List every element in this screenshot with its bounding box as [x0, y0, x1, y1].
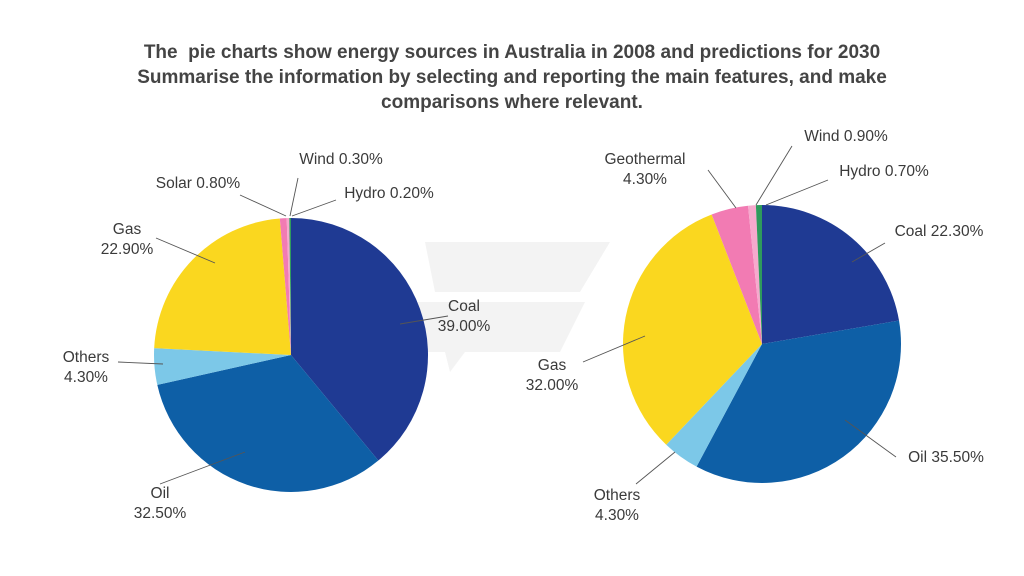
title-line-3: comparisons where relevant.: [381, 92, 643, 113]
pie-slice-others: [153, 348, 291, 385]
leader-line-hydro: [291, 199, 337, 217]
leader-line-others: [117, 361, 164, 365]
data-label-coal: Coal 22.30%: [895, 223, 984, 240]
leader-line-wind: [289, 177, 299, 217]
data-label-solar: Solar 0.80%: [156, 175, 241, 192]
title-line-2: Summarise the information by selecting a…: [137, 67, 887, 88]
pie-slice-gas: [622, 214, 762, 445]
data-label-coal: Coal 39.00%: [438, 298, 491, 335]
data-label-hydro: Hydro 0.70%: [839, 163, 929, 180]
data-label-hydro: Hydro 0.20%: [344, 185, 434, 202]
pie-slice-gas: [154, 218, 291, 355]
pie-slice-wind: [748, 205, 762, 344]
leader-line-coal: [851, 242, 886, 263]
leader-line-geothermal: [707, 169, 737, 209]
title-line-1: The pie charts show energy sources in Au…: [143, 42, 881, 63]
data-label-gas: Gas 22.90%: [101, 221, 154, 258]
watermark-logo: [415, 242, 610, 372]
leader-line-others: [635, 451, 676, 485]
data-label-others: Others 4.30%: [63, 349, 110, 386]
pie-slice-oil: [696, 320, 901, 484]
data-label-gas: Gas 32.00%: [526, 357, 579, 394]
pie-slice-solar: [279, 218, 291, 355]
chart-title: The pie charts show energy sources in Au…: [0, 40, 1024, 115]
data-label-wind: Wind 0.90%: [804, 128, 888, 145]
pie-chart-2008: Coal 39.00% Oil 32.50% Others 4.30% Gas 22.90% S…: [63, 151, 491, 522]
data-label-oil: Oil 32.50%: [134, 485, 187, 522]
leader-line-hydro: [765, 179, 829, 206]
pie-chart-2030: Coal 22.30% Oil 35.50% Others 4.30% Gas 32.00…: [526, 128, 984, 524]
pie-slice-hydro: [289, 217, 291, 355]
leader-line-coal: [399, 315, 449, 325]
pie-slice-hydro: [755, 204, 762, 344]
pie-slice-others: [666, 344, 762, 467]
pie-slice-wind: [286, 218, 291, 355]
leader-line-oil: [844, 419, 897, 458]
pie-slice-coal: [762, 205, 899, 344]
leader-line-wind: [755, 145, 793, 206]
leader-line-gas: [582, 335, 646, 363]
leader-line-solar: [239, 194, 287, 217]
leader-line-oil: [159, 451, 246, 485]
pie-slice-oil: [157, 355, 379, 493]
data-label-oil: Oil 35.50%: [908, 449, 984, 466]
data-label-geothermal: Geothermal 4.30%: [605, 151, 686, 188]
pie-slice-coal: [291, 218, 429, 461]
data-label-others: Others 4.30%: [594, 487, 641, 524]
data-label-wind: Wind 0.30%: [299, 151, 383, 168]
leader-line-gas: [155, 237, 216, 264]
pie-slice-geothermal: [711, 205, 762, 344]
